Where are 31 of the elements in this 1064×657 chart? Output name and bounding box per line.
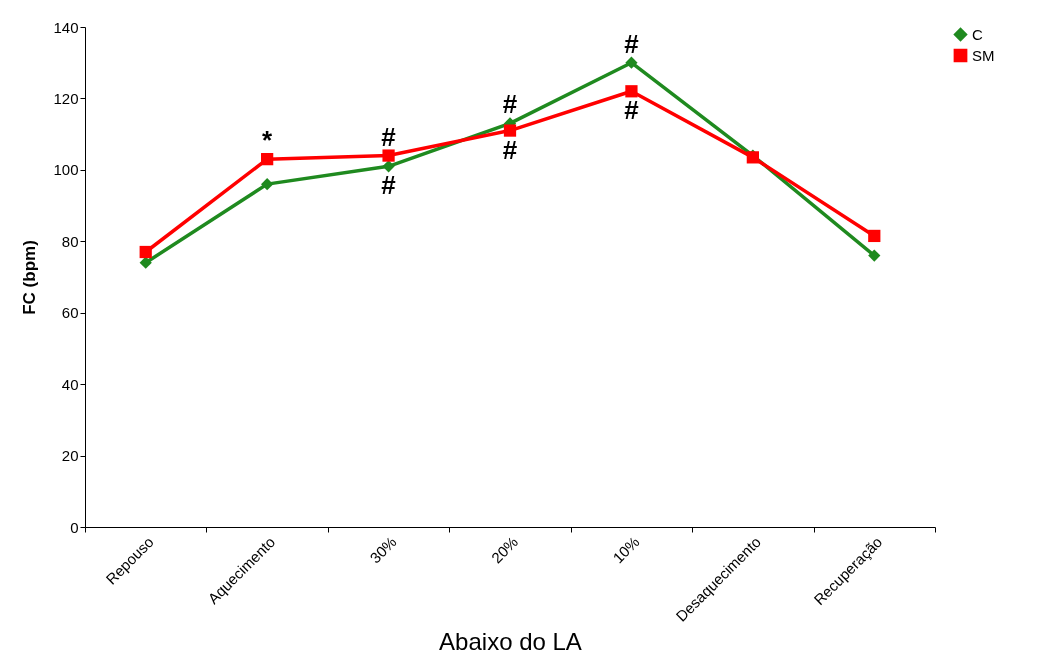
y-tick-label: 80 bbox=[61, 232, 79, 250]
x-axis-title: Abaixo do LA bbox=[439, 627, 582, 655]
point bbox=[382, 149, 395, 162]
y-tick-label: 100 bbox=[53, 161, 79, 179]
annotation: * bbox=[262, 125, 274, 156]
point bbox=[868, 229, 881, 243]
x-tick-label: 10% bbox=[609, 533, 643, 567]
annotation: # bbox=[624, 95, 640, 126]
annotation: # bbox=[381, 121, 397, 152]
y-tick-label: 0 bbox=[70, 518, 79, 536]
annotation: # bbox=[502, 134, 518, 165]
point bbox=[503, 124, 517, 137]
legend-label: C bbox=[972, 25, 983, 43]
y-tick-label: 120 bbox=[53, 89, 79, 107]
point bbox=[625, 56, 638, 69]
legend-label: SM bbox=[972, 46, 995, 64]
point bbox=[261, 178, 274, 191]
y-tick-label: 40 bbox=[61, 375, 79, 393]
x-tick-label: 30% bbox=[366, 533, 400, 567]
y-axis-title: FC (bpm) bbox=[20, 240, 40, 315]
annotation: # bbox=[502, 89, 518, 120]
point bbox=[625, 85, 638, 98]
annotation: # bbox=[381, 170, 397, 201]
annotation: # bbox=[624, 28, 640, 59]
y-tick-label: 140 bbox=[53, 18, 79, 36]
point bbox=[868, 249, 881, 262]
y-tick-label: 20 bbox=[61, 447, 79, 465]
point bbox=[382, 160, 395, 173]
y-tick-label: 60 bbox=[61, 304, 79, 322]
point bbox=[139, 245, 152, 259]
point bbox=[261, 153, 274, 166]
